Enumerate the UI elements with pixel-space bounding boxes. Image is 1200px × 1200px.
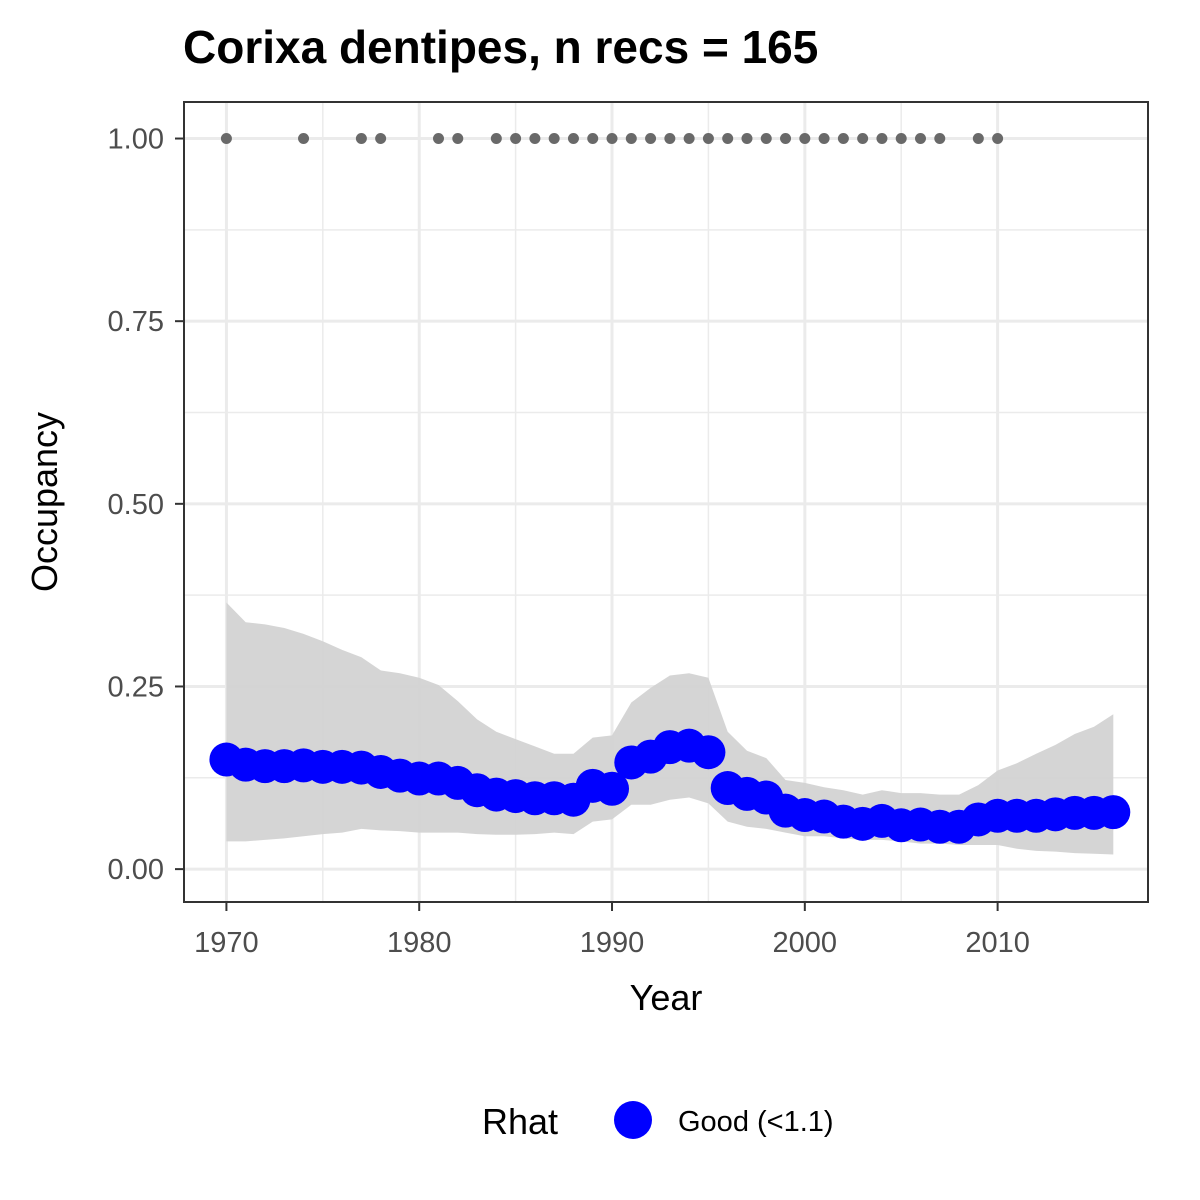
record-marker: [625, 133, 637, 145]
record-marker: [664, 133, 676, 145]
record-marker: [529, 133, 541, 145]
y-tick-label: 0.25: [108, 671, 164, 703]
record-marker: [837, 133, 849, 145]
legend-key-point: [614, 1101, 652, 1139]
record-marker: [220, 133, 232, 145]
record-marker: [490, 133, 502, 145]
record-marker: [587, 133, 599, 145]
record-marker: [452, 133, 464, 145]
y-axis: 0.00 0.25 0.50 0.75 1.00: [108, 124, 184, 886]
occupancy-point: [691, 735, 726, 770]
occupancy-points-layer: [209, 728, 1131, 844]
x-axis-title: Year: [630, 977, 703, 1018]
record-marker: [375, 133, 387, 145]
record-marker: [606, 133, 618, 145]
records-layer: [220, 133, 1004, 145]
y-tick-label: 1.00: [108, 124, 164, 156]
record-marker: [760, 133, 772, 145]
y-axis-title: Occupancy: [24, 412, 65, 592]
record-marker: [702, 133, 714, 145]
legend: Rhat Good (<1.1): [482, 1101, 834, 1142]
x-tick-label: 2010: [965, 927, 1030, 959]
panel-border: [183, 101, 1149, 903]
record-marker: [857, 133, 869, 145]
record-marker: [355, 133, 367, 145]
record-marker: [298, 133, 310, 145]
record-marker: [818, 133, 830, 145]
record-marker: [645, 133, 657, 145]
x-tick-label: 1980: [387, 927, 452, 959]
occupancy-point: [595, 771, 630, 806]
record-marker: [432, 133, 444, 145]
y-tick-label: 0.50: [108, 489, 164, 521]
record-marker: [799, 133, 811, 145]
record-marker: [548, 133, 560, 145]
record-marker: [741, 133, 753, 145]
chart-title: Corixa dentipes, n recs = 165: [183, 21, 818, 73]
record-marker: [876, 133, 888, 145]
y-tick-label: 0.75: [108, 306, 164, 338]
record-marker: [510, 133, 522, 145]
record-marker: [683, 133, 695, 145]
x-axis: 1970 1980 1990 2000 2010: [194, 902, 1030, 959]
y-tick-label: 0.00: [108, 854, 164, 886]
record-marker: [722, 133, 734, 145]
record-marker: [972, 133, 984, 145]
record-marker: [780, 133, 792, 145]
x-tick-label: 1970: [194, 927, 259, 959]
x-tick-label: 2000: [773, 927, 838, 959]
record-marker: [895, 133, 907, 145]
x-tick-label: 1990: [580, 927, 645, 959]
record-marker: [567, 133, 579, 145]
record-marker: [934, 133, 946, 145]
record-marker: [992, 133, 1004, 145]
record-marker: [914, 133, 926, 145]
legend-title: Rhat: [482, 1101, 558, 1142]
occupancy-point: [1096, 795, 1131, 830]
legend-label: Good (<1.1): [678, 1106, 834, 1138]
